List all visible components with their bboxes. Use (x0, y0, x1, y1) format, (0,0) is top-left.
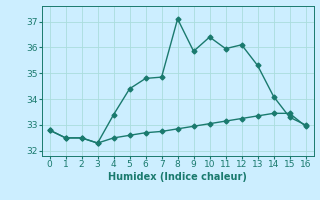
X-axis label: Humidex (Indice chaleur): Humidex (Indice chaleur) (108, 172, 247, 182)
